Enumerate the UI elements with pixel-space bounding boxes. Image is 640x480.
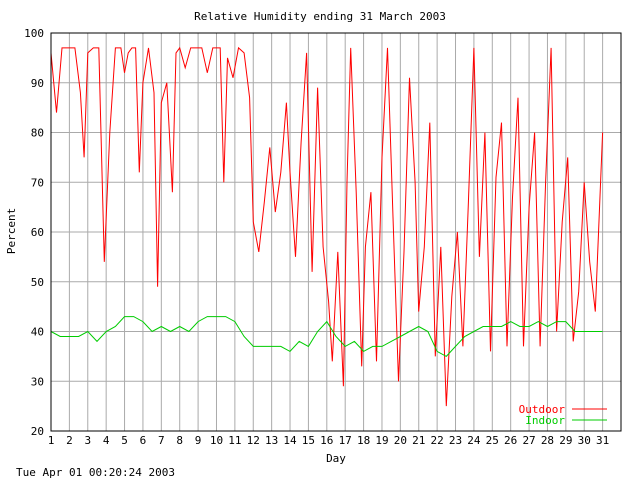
x-tick-label: 23 bbox=[449, 434, 462, 447]
x-tick-label: 15 bbox=[302, 434, 315, 447]
y-tick-label: 70 bbox=[31, 176, 44, 189]
x-tick-label: 10 bbox=[210, 434, 223, 447]
x-tick-label: 2 bbox=[66, 434, 73, 447]
x-tick-label: 11 bbox=[228, 434, 241, 447]
y-tick-label: 30 bbox=[31, 375, 44, 388]
y-tick-label: 100 bbox=[24, 27, 44, 40]
x-tick-label: 13 bbox=[265, 434, 278, 447]
x-tick-label: 22 bbox=[431, 434, 444, 447]
y-tick-label: 20 bbox=[31, 425, 44, 438]
x-tick-label: 1 bbox=[48, 434, 55, 447]
series-lines bbox=[50, 46, 604, 407]
x-tick-label: 5 bbox=[121, 434, 128, 447]
x-tick-label: 28 bbox=[541, 434, 554, 447]
y-tick-labels: 20 30 40 50 60 70 80 90 100 bbox=[24, 27, 44, 438]
legend-label-outdoor: Outdoor bbox=[519, 403, 566, 416]
x-tick-label: 8 bbox=[176, 434, 183, 447]
x-tick-label: 4 bbox=[103, 434, 110, 447]
x-tick-label: 17 bbox=[339, 434, 352, 447]
series-line-indoor bbox=[50, 316, 603, 358]
y-tick-label: 40 bbox=[31, 326, 44, 339]
y-axis-label: Percent bbox=[5, 208, 18, 254]
x-tick-label: 29 bbox=[559, 434, 572, 447]
x-tick-label: 24 bbox=[467, 434, 481, 447]
footer-timestamp: Tue Apr 01 00:20:24 2003 bbox=[16, 466, 175, 479]
x-axis-label: Day bbox=[326, 452, 346, 465]
legend-label-indoor: Indoor bbox=[525, 414, 565, 427]
x-tick-label: 18 bbox=[357, 434, 370, 447]
x-tick-label: 9 bbox=[195, 434, 202, 447]
x-tick-label: 12 bbox=[247, 434, 260, 447]
x-tick-label: 16 bbox=[320, 434, 333, 447]
x-tick-label: 31 bbox=[596, 434, 609, 447]
x-tick-label: 30 bbox=[578, 434, 591, 447]
y-tick-label: 60 bbox=[31, 226, 44, 239]
series-line-outdoor bbox=[50, 46, 604, 407]
x-tick-label: 26 bbox=[504, 434, 517, 447]
x-tick-label: 6 bbox=[140, 434, 147, 447]
x-tick-label: 14 bbox=[283, 434, 297, 447]
x-tick-label: 3 bbox=[84, 434, 91, 447]
x-tick-labels: 1 2 3 4 5 6 7 8 9 10 11 12 13 14 15 16 17 18 19 20 21 22 23 24 2… bbox=[48, 434, 610, 447]
y-tick-label: 50 bbox=[31, 276, 44, 289]
plot-frame bbox=[50, 32, 622, 432]
x-tick-label: 25 bbox=[486, 434, 499, 447]
x-tick-label: 21 bbox=[412, 434, 425, 447]
chart-title: Relative Humidity ending 31 March 2003 bbox=[194, 10, 446, 23]
x-tick-label: 7 bbox=[158, 434, 165, 447]
y-tick-label: 80 bbox=[31, 127, 44, 140]
x-tick-label: 20 bbox=[394, 434, 407, 447]
x-tick-label: 27 bbox=[522, 434, 535, 447]
x-tick-label: 19 bbox=[375, 434, 388, 447]
y-tick-label: 90 bbox=[31, 77, 44, 90]
